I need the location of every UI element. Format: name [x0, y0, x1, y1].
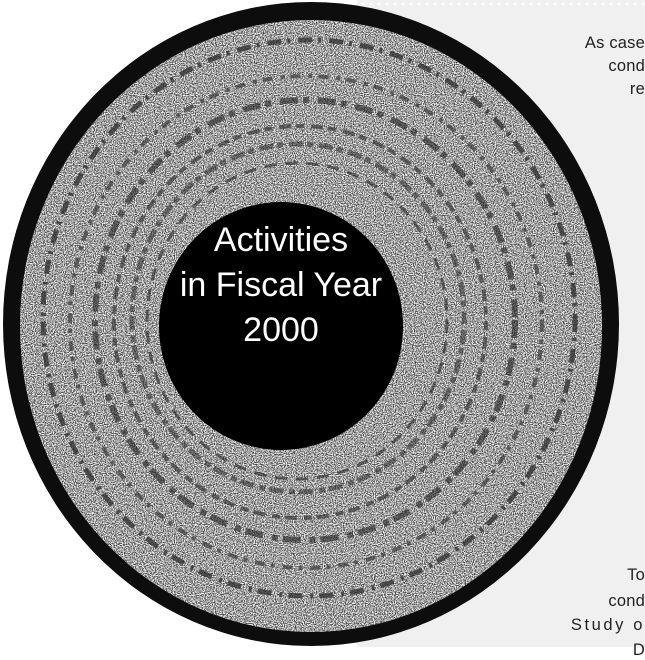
side-text-line-3: re — [629, 80, 645, 98]
side-text-line-2: cond — [608, 57, 645, 75]
title-disc — [159, 202, 403, 450]
side-text-line-5: cond — [608, 592, 645, 610]
title-line-1: Activities — [213, 221, 349, 259]
page-title: Activities in Fiscal Year 2000 — [160, 218, 402, 353]
wood-disc — [3, 2, 619, 646]
title-line-2: in Fiscal Year — [179, 266, 383, 304]
side-text-line-1: As case — [584, 34, 645, 52]
side-text-line-4: To — [627, 566, 645, 584]
side-text-line-6: Study o — [570, 616, 645, 634]
dotted-rule — [357, 0, 645, 10]
title-line-3: 2000 — [243, 311, 319, 349]
